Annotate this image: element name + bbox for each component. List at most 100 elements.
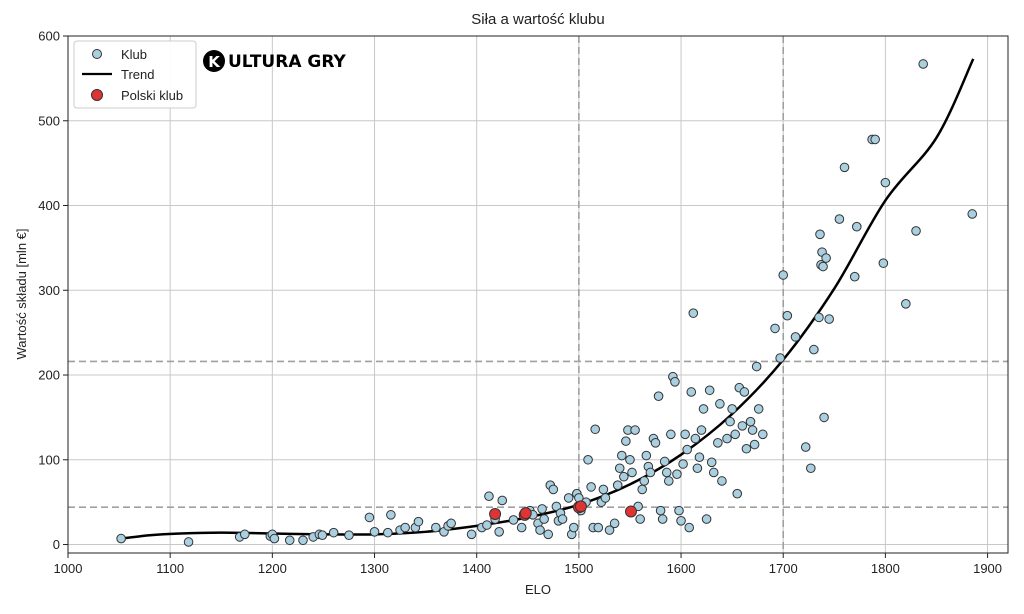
- club-point: [834, 214, 845, 224]
- y-tick-label: 200: [38, 368, 60, 383]
- club-point: [653, 391, 664, 402]
- legend-trend-label: Trend: [121, 67, 154, 82]
- club-point: [821, 253, 831, 263]
- club-point: [655, 505, 666, 516]
- club-point: [682, 444, 692, 455]
- club-point: [590, 424, 601, 435]
- club-point: [284, 535, 295, 546]
- club-point: [494, 527, 504, 537]
- reference-lines: [68, 36, 1008, 553]
- club-point: [645, 467, 656, 478]
- club-point: [630, 425, 640, 435]
- x-ticks: 1000 1100 1200 1300 1400 1500 1600 1700 1800 1900: [54, 553, 1002, 576]
- club-point: [298, 535, 308, 546]
- club-point: [661, 467, 672, 478]
- club-point: [482, 520, 492, 530]
- x-tick-label: 1200: [258, 561, 287, 576]
- club-point: [698, 404, 709, 414]
- x-tick-label: 1600: [667, 561, 696, 576]
- club-point: [537, 504, 547, 514]
- club-point: [708, 467, 719, 478]
- club-point: [609, 518, 620, 529]
- plot-frame: [67, 35, 1009, 554]
- club-point: [466, 529, 477, 540]
- club-point: [604, 525, 615, 535]
- club-point: [824, 314, 834, 324]
- x-tick-label: 1100: [156, 561, 184, 576]
- club-point: [598, 484, 609, 495]
- club-point: [715, 399, 725, 409]
- club-point: [627, 467, 637, 478]
- club-point: [880, 177, 891, 188]
- club-point: [870, 134, 880, 145]
- club-point: [635, 514, 645, 524]
- club-point: [539, 514, 549, 524]
- club-point: [674, 505, 684, 516]
- club-point: [657, 514, 668, 524]
- club-point: [557, 514, 568, 524]
- club-point: [713, 438, 723, 448]
- club-point: [701, 514, 712, 524]
- club-point: [692, 463, 703, 474]
- y-tick-label: 500: [38, 113, 60, 128]
- club-point: [317, 530, 328, 541]
- club-point: [269, 533, 280, 544]
- club-point: [684, 522, 695, 533]
- club-point: [516, 522, 527, 533]
- club-point: [650, 438, 661, 448]
- grid: [67, 35, 1008, 553]
- club-point: [383, 527, 393, 538]
- logo-k-badge: [203, 50, 225, 72]
- club-point: [851, 221, 862, 232]
- x-tick-label: 1800: [871, 561, 900, 576]
- club-point: [637, 484, 648, 495]
- club-point: [809, 344, 819, 355]
- club-point: [600, 493, 611, 503]
- club-point: [586, 482, 596, 492]
- club-point: [446, 518, 456, 529]
- club-point: [625, 454, 635, 465]
- club-point: [739, 387, 750, 397]
- club-point: [717, 476, 727, 486]
- club-point: [621, 436, 631, 446]
- club-point: [535, 525, 545, 535]
- club-point: [706, 457, 717, 468]
- club-point: [704, 385, 715, 396]
- club-point: [386, 510, 396, 520]
- club-point: [548, 484, 559, 495]
- club-point: [678, 459, 688, 469]
- club-point: [431, 522, 441, 533]
- club-point: [911, 226, 921, 236]
- club-point: [814, 312, 824, 323]
- club-point: [183, 537, 194, 547]
- club-point: [839, 162, 850, 173]
- logo-k-glyph: K: [208, 53, 221, 71]
- legend-klub-label: Klub: [121, 47, 147, 62]
- club-point: [967, 209, 978, 219]
- club-point: [790, 332, 801, 342]
- club-point: [616, 450, 627, 461]
- club-point: [727, 404, 737, 414]
- legend-polski-label: Polski klub: [121, 88, 183, 103]
- club-point: [782, 310, 793, 321]
- club-point: [116, 533, 126, 544]
- x-tick-label: 1500: [564, 561, 593, 576]
- club-point: [369, 527, 380, 537]
- club-point: [747, 425, 758, 435]
- club-point: [749, 439, 760, 450]
- y-tick-label: 400: [38, 198, 60, 213]
- club-point: [583, 454, 593, 465]
- club-point: [666, 429, 676, 440]
- chart-title: Siła a wartość klubu: [471, 11, 604, 28]
- club-point: [563, 493, 574, 503]
- club-point: [694, 452, 705, 463]
- club-point: [725, 416, 735, 427]
- club-point: [497, 495, 508, 506]
- y-ticks: 0 100 200 300 400 500 600: [38, 29, 68, 552]
- x-axis-title: ELO: [525, 582, 551, 597]
- club-point: [778, 270, 789, 280]
- club-point: [639, 476, 650, 486]
- club-point: [753, 404, 764, 414]
- club-point: [364, 512, 375, 523]
